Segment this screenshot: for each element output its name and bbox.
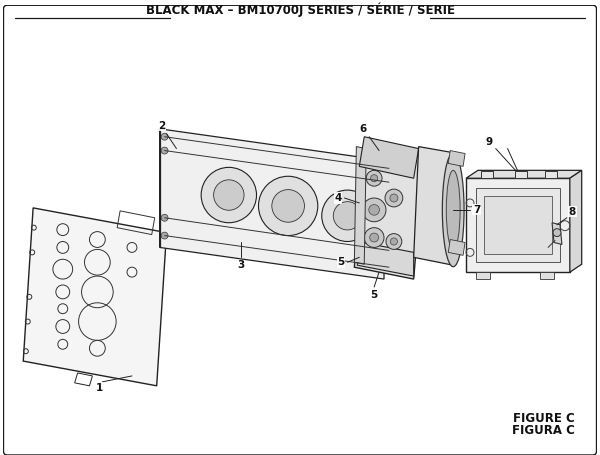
Text: FIGURE C: FIGURE C [513,412,575,425]
Ellipse shape [446,170,460,249]
Text: 5: 5 [337,257,344,267]
Circle shape [161,147,168,154]
Text: 9: 9 [485,136,493,147]
Ellipse shape [442,153,464,267]
Circle shape [322,190,373,242]
Text: FIGURA C: FIGURA C [512,424,575,437]
Circle shape [201,167,257,222]
Polygon shape [23,208,167,386]
Circle shape [272,190,304,222]
Polygon shape [160,129,384,279]
Text: 5: 5 [371,290,378,300]
Text: 1: 1 [96,383,103,393]
Polygon shape [359,136,419,178]
Circle shape [259,176,318,236]
Polygon shape [448,239,465,255]
Polygon shape [358,242,413,276]
Polygon shape [355,147,366,264]
Bar [476,188,560,262]
Circle shape [366,170,382,186]
Circle shape [370,233,379,242]
Polygon shape [448,151,465,167]
Text: 7: 7 [473,205,481,215]
Circle shape [386,233,402,249]
Circle shape [364,228,384,248]
Polygon shape [466,170,582,178]
Text: 2: 2 [158,121,165,131]
Bar [466,178,570,272]
Bar [481,172,493,178]
Circle shape [390,194,398,202]
Text: 6: 6 [359,124,366,134]
Circle shape [214,180,244,210]
Circle shape [369,205,379,215]
Circle shape [161,214,168,221]
Polygon shape [570,170,582,272]
Circle shape [385,189,403,207]
Text: 3: 3 [237,260,244,270]
Circle shape [553,229,561,237]
Bar [545,172,557,178]
Text: 4: 4 [334,193,341,203]
Polygon shape [355,147,424,279]
Polygon shape [552,222,562,244]
Polygon shape [540,272,554,279]
Polygon shape [413,147,458,265]
Circle shape [161,133,168,140]
Circle shape [334,202,362,230]
Bar [515,172,527,178]
Circle shape [161,232,168,239]
Polygon shape [476,272,490,279]
Bar [484,196,552,254]
Circle shape [391,238,397,245]
Text: 8: 8 [569,207,576,217]
Circle shape [362,198,386,222]
Text: BLACK MAX – BM10700J SERIES / SÉRIE / SERIE: BLACK MAX – BM10700J SERIES / SÉRIE / SE… [146,3,455,17]
Circle shape [371,175,377,182]
